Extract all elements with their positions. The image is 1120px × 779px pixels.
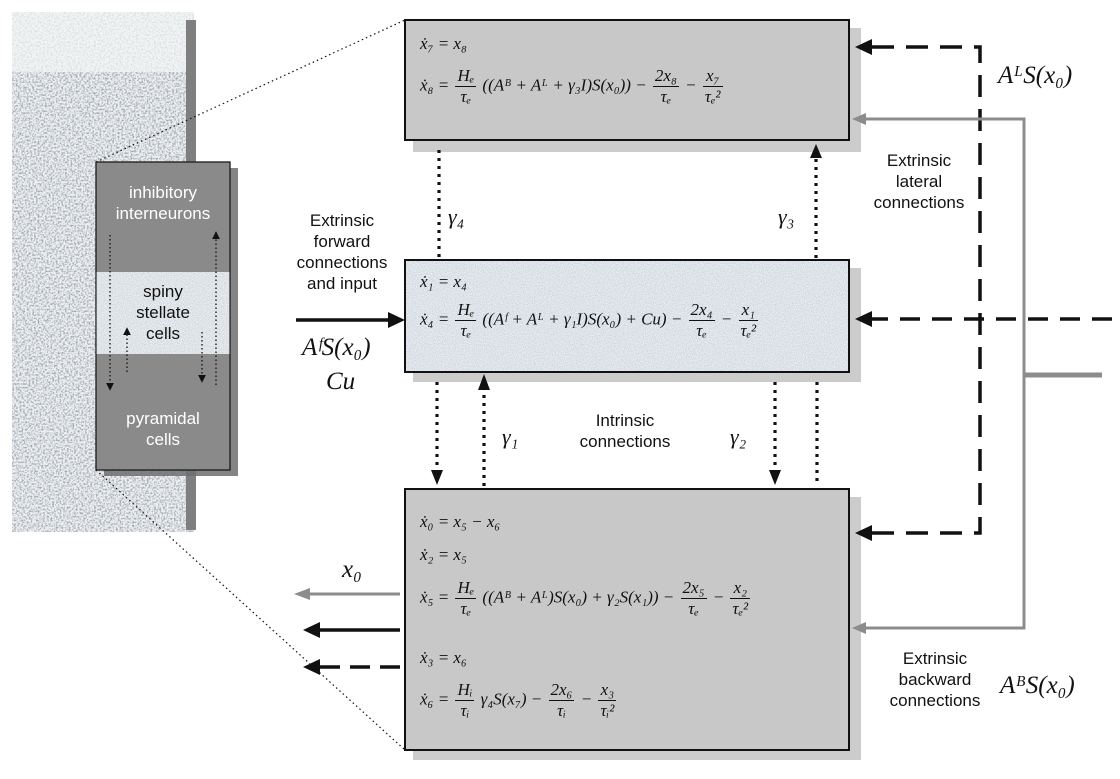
eq-x4: ẋ₄ = Hₑ τₑ ((Aᶠ + Aᴸ + γ₁I)S(x₀) + Cu) − … (420, 300, 759, 340)
lateral-top-arrowhead (855, 39, 872, 55)
gamma3-arrowhead (810, 144, 822, 158)
output-grey-arrowhead (294, 588, 310, 600)
gamma1-label: γ₁ (502, 424, 519, 449)
lateral-label: Extrinsic lateral connections (873, 151, 965, 212)
lateral-loop-line (872, 45, 982, 535)
forward-math-afs: AᶠS(x₀) (302, 334, 371, 361)
gamma4-label: γ₄ (448, 204, 465, 229)
backward-loop-line (866, 117, 1026, 630)
bottom-box (404, 488, 850, 751)
output-black-arrowhead (303, 622, 320, 638)
output-label: x₀ (342, 556, 362, 583)
middle-box (404, 259, 850, 373)
cortical-column (95, 161, 238, 476)
eq-x8: ẋ₈ = Hₑ τₑ ((Aᴮ + Aᴸ + γ₃I)S(x₀)) − 2x₈ τₑ… (420, 66, 723, 106)
backward-bottom-arrowhead (852, 622, 866, 634)
gamma2-arrowhead (769, 470, 781, 485)
lateral-input-arrowhead (855, 311, 872, 327)
backward-label: Extrinsic backward connections (889, 649, 981, 710)
lateral-bottom-arrowhead (855, 525, 872, 541)
forward-label: Extrinsic forward connections and input (296, 211, 388, 293)
zoom-line-bottom (95, 469, 406, 751)
lateral-math: AᴸS(x₀) (998, 62, 1073, 89)
eq-x7: ẋ₇ = x₈ (420, 34, 467, 53)
backward-math: AᴮS(x₀) (1000, 672, 1075, 699)
output-dashed-arrowhead (303, 659, 320, 675)
backward-top-arrowhead (852, 113, 866, 125)
eq-x2: ẋ₂ = x₅ (420, 545, 467, 564)
eq-x6: ẋ₆ = Hᵢ τᵢ γ₄S(x₇) − 2x₆ τᵢ − x₃ τᵢ² (420, 680, 617, 720)
forward-math-cu: Cu (326, 368, 356, 395)
inhibitory-label: inhibitory interneurons (115, 183, 211, 223)
top-box (404, 19, 850, 141)
forward-input-arrowhead (388, 312, 405, 328)
stellate-label: spiny stellate cells (136, 282, 190, 343)
eq-x5: ẋ₅ = Hₑ τₑ ((Aᴮ + Aᴸ)S(x₀) + γ₂S(x₁)) − 2… (420, 578, 751, 618)
gamma1-down-arrowhead (431, 470, 443, 485)
gamma2-label: γ₂ (730, 424, 747, 449)
gamma1-up-arrowhead (478, 374, 490, 390)
intrinsic-label: Intrinsic connections (579, 411, 671, 451)
eq-x3: ẋ₃ = x₆ (420, 648, 467, 667)
gamma3-label: γ₃ (778, 204, 795, 229)
eq-x0: ẋ₀ = x₅ − x₆ (420, 512, 501, 531)
eq-x1: ẋ₁ = x₄ (420, 272, 467, 291)
pyramidal-label: pyramidal cells (126, 409, 200, 449)
